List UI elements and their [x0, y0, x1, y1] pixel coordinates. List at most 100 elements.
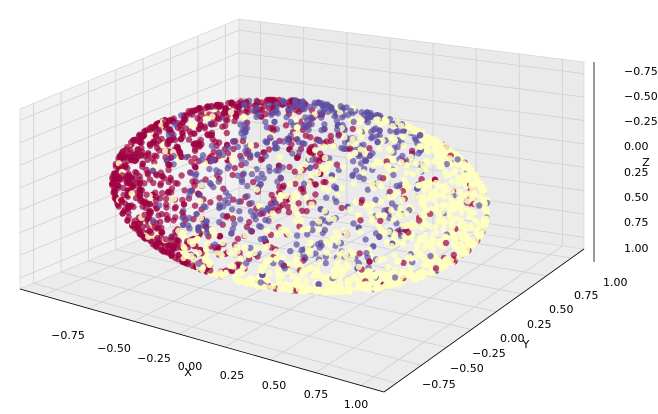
scatter-point: [333, 185, 340, 192]
scatter-point: [356, 250, 363, 257]
scatter-point: [374, 257, 382, 264]
scatter-point: [257, 236, 265, 243]
scatter-point: [430, 141, 438, 148]
scatter-point: [308, 201, 315, 208]
scatter-point: [297, 166, 304, 173]
scatter-point: [276, 195, 283, 202]
y-tick-label: −0.75: [422, 378, 456, 391]
scatter-point: [349, 125, 356, 133]
scatter-point: [331, 266, 338, 273]
scatter-point: [323, 238, 330, 245]
scatter-point: [229, 196, 237, 203]
scatter-point: [445, 207, 452, 214]
scatter-point: [154, 172, 161, 179]
scatter-point: [179, 221, 187, 228]
scatter-point: [358, 196, 366, 204]
scatter-point: [282, 280, 289, 287]
scatter-point: [316, 218, 323, 225]
scatter-point: [324, 108, 332, 116]
scatter-point: [288, 195, 296, 203]
scatter-point: [312, 146, 319, 154]
scatter-point: [156, 202, 163, 209]
scatter-point: [454, 174, 462, 182]
scatter-point: [298, 207, 306, 214]
scatter-point: [149, 217, 157, 224]
scatter-point: [290, 204, 297, 211]
scatter-point: [182, 125, 190, 132]
scatter-point: [324, 282, 331, 290]
scatter-point: [132, 157, 139, 164]
scatter-point: [412, 222, 419, 230]
scatter-point: [261, 262, 268, 270]
scatter-point: [224, 165, 231, 172]
scatter-point: [422, 231, 429, 239]
scatter-point: [168, 237, 175, 244]
scatter-point: [247, 244, 254, 252]
scatter-point: [321, 121, 328, 128]
scatter-point: [409, 171, 416, 178]
y-tick-label: 0.50: [549, 303, 574, 316]
z-tick-label: −0.50: [624, 90, 658, 103]
scatter-point: [163, 204, 170, 211]
scatter-point: [265, 101, 272, 109]
scatter-point: [416, 132, 424, 139]
scatter-point: [146, 200, 153, 208]
scatter-point: [447, 214, 454, 221]
scatter-point: [165, 166, 172, 173]
scatter-point: [197, 214, 204, 222]
scatter-point: [415, 182, 422, 189]
scatter-point: [385, 263, 392, 271]
scatter-point: [481, 215, 488, 222]
scatter-point: [276, 154, 283, 161]
scatter-point: [302, 194, 310, 201]
scatter-point: [287, 247, 294, 255]
scatter-point: [231, 117, 238, 125]
scatter-point: [246, 218, 253, 226]
scatter-point: [366, 268, 373, 275]
scatter-point: [221, 197, 229, 204]
scatter-point: [180, 201, 188, 208]
scatter-point: [265, 146, 273, 153]
scatter-point: [374, 138, 381, 146]
scatter-point: [233, 103, 240, 111]
scatter-point: [266, 270, 273, 277]
scatter-point: [186, 214, 193, 222]
grid-line: [238, 74, 585, 121]
scatter-point: [334, 192, 341, 199]
scatter-point: [362, 236, 369, 243]
scatter-point: [286, 163, 293, 171]
scatter-point: [302, 132, 310, 139]
scatter-point: [124, 165, 131, 172]
scatter-point: [148, 229, 155, 237]
scatter-point: [428, 233, 436, 241]
scatter-point: [366, 208, 374, 215]
scatter-point: [338, 144, 345, 152]
scatter-point: [329, 235, 336, 242]
scatter-point: [407, 269, 414, 276]
scatter-point: [138, 144, 145, 152]
scatter-point: [225, 192, 233, 200]
scatter-point: [216, 194, 223, 202]
x-axis-line: [19, 288, 385, 393]
scatter-point: [202, 246, 210, 253]
grid-line: [238, 52, 585, 98]
scatter-point: [432, 265, 440, 272]
scatter-point: [351, 149, 359, 157]
scatter-point: [309, 220, 316, 227]
scatter-point: [376, 233, 383, 240]
scatter-point: [253, 113, 260, 121]
scatter-point: [416, 168, 423, 175]
scatter-point: [300, 189, 307, 196]
scatter-point: [424, 148, 431, 155]
scatter-point: [455, 180, 462, 187]
x-tick-label: −0.25: [137, 352, 171, 365]
scatter-point: [209, 136, 216, 143]
scatter-point: [135, 220, 142, 227]
z-tick-label: 0.00: [624, 140, 649, 153]
scatter-point: [241, 278, 248, 286]
scatter-point: [289, 272, 296, 280]
scatter-point: [366, 145, 373, 152]
scatter-point: [211, 241, 219, 248]
scatter-point: [247, 227, 254, 234]
scatter-point: [325, 102, 332, 109]
